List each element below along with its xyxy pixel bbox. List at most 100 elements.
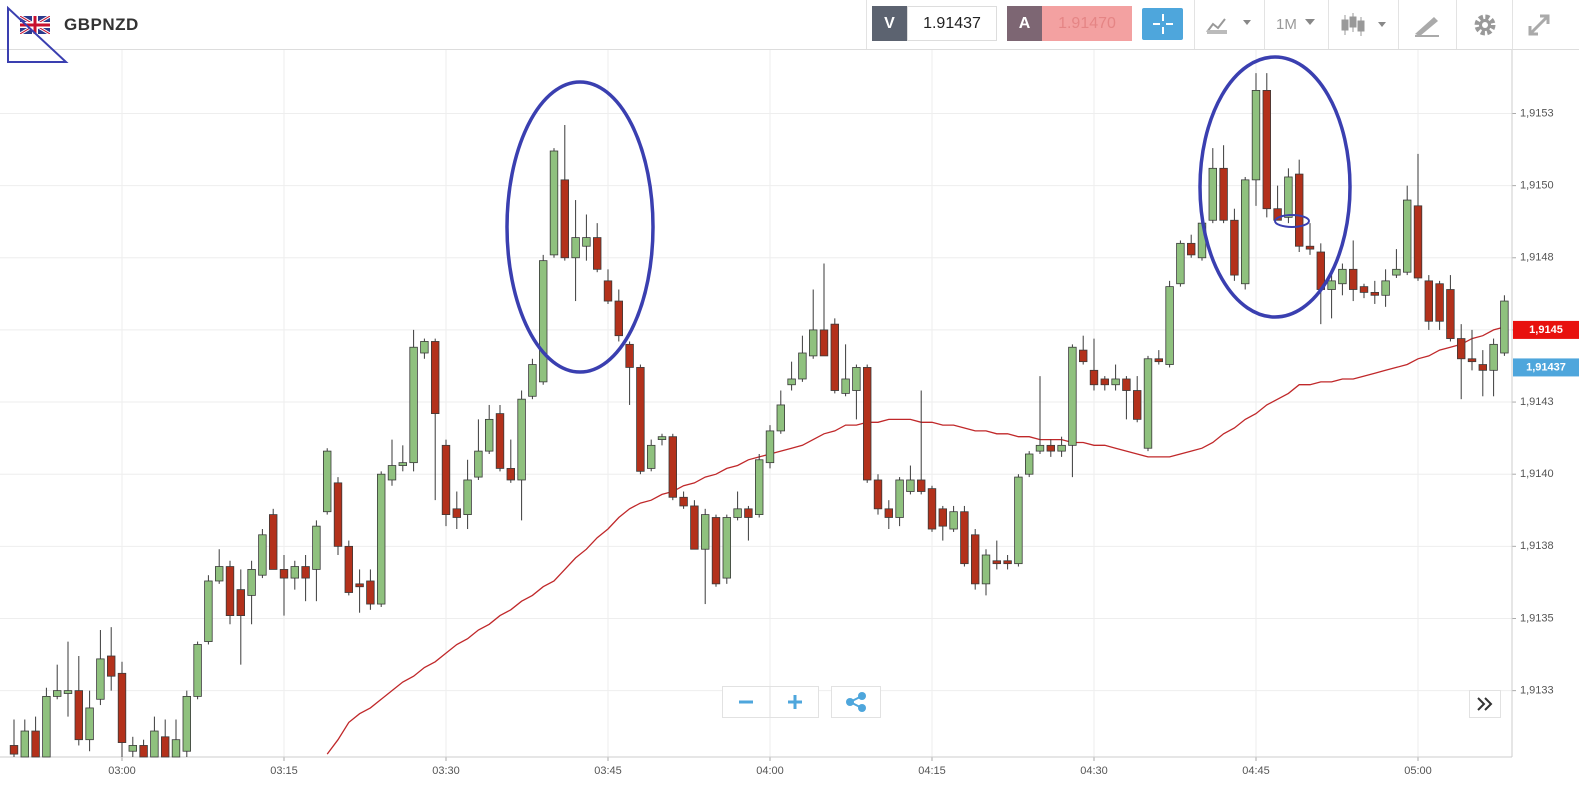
candle-body <box>668 436 677 498</box>
candle-body <box>366 580 375 605</box>
candle-body <box>722 517 731 579</box>
candle-body <box>398 462 407 466</box>
candle-body <box>647 444 656 469</box>
x-tick-label: 04:30 <box>1080 765 1108 777</box>
scroll-end-button[interactable] <box>1469 690 1501 718</box>
share-button[interactable] <box>831 686 881 718</box>
candle-body <box>20 730 29 758</box>
separator <box>866 0 867 49</box>
candle-body <box>107 655 116 677</box>
candle-body <box>636 367 645 472</box>
candle-body <box>506 468 515 481</box>
candle-body <box>657 436 667 440</box>
candle-body <box>355 583 364 588</box>
x-tick-label: 04:15 <box>918 765 946 777</box>
buy-price[interactable]: 1.91470 <box>1042 6 1132 41</box>
crosshair-icon <box>1152 14 1173 34</box>
candle-body <box>1338 268 1347 285</box>
candle-body <box>1014 476 1023 565</box>
candle-body <box>1122 378 1131 391</box>
candle-body <box>85 707 94 741</box>
candle-body <box>571 237 580 259</box>
candle-body <box>1251 90 1261 181</box>
candle-body <box>495 413 505 469</box>
candle-body <box>1079 349 1088 363</box>
y-tick-label: 1,9148 <box>1520 252 1554 264</box>
sell-button[interactable]: V <box>872 6 907 41</box>
candle-body <box>884 508 893 518</box>
y-tick-label: 1,9135 <box>1520 612 1554 624</box>
candle-body <box>1316 251 1325 290</box>
candle-body <box>139 745 148 758</box>
candle-body <box>268 514 278 570</box>
candle-body <box>441 444 451 516</box>
candle-body <box>787 378 796 386</box>
x-tick-label: 03:15 <box>270 765 298 777</box>
candle-body <box>1219 167 1228 221</box>
candle-body <box>841 378 850 394</box>
candle-body <box>171 739 181 758</box>
candle-body <box>1035 444 1045 452</box>
settings-icon[interactable] <box>1472 12 1498 38</box>
candle-body <box>1273 208 1282 221</box>
candle-body <box>1413 205 1423 279</box>
candle-body <box>1305 245 1315 250</box>
x-tick-label: 05:00 <box>1404 765 1432 777</box>
candle-body <box>128 745 137 752</box>
candle-body <box>819 329 829 357</box>
candle-body <box>74 690 83 741</box>
candle-body <box>614 300 623 337</box>
candle-body <box>1165 286 1174 365</box>
sell-price[interactable]: 1.91437 <box>907 6 997 41</box>
candle-body <box>376 473 386 605</box>
y-tick-label: 1,9153 <box>1520 107 1554 119</box>
x-tick-label: 03:30 <box>432 765 460 777</box>
candle-body <box>1241 179 1250 285</box>
candle-body <box>1359 286 1369 293</box>
candle-body <box>1467 358 1477 363</box>
candle-body <box>1003 560 1012 565</box>
candle-body <box>1187 242 1196 256</box>
candle-body <box>31 730 40 758</box>
candle-icon[interactable] <box>1340 12 1390 38</box>
chart-type-icon[interactable] <box>1205 14 1255 36</box>
timeframe[interactable]: 1M <box>1276 16 1297 33</box>
candle-body <box>917 479 926 492</box>
y-tick-label: 1,9143 <box>1520 396 1554 408</box>
candle-body <box>765 430 775 464</box>
candle-body <box>517 398 526 481</box>
candle-body <box>809 329 818 357</box>
candle-body <box>711 517 721 585</box>
candle-body <box>927 488 937 530</box>
candle-body <box>1403 199 1412 273</box>
candle-body <box>236 589 245 617</box>
fullscreen-icon[interactable] <box>1526 12 1552 38</box>
candle-body <box>560 179 569 259</box>
candle-body <box>949 511 958 530</box>
candle-body <box>1176 242 1185 285</box>
x-tick-label: 04:00 <box>756 765 784 777</box>
candle-body <box>42 696 51 758</box>
x-tick-label: 04:45 <box>1242 765 1270 777</box>
candle-body <box>387 465 397 481</box>
candle-body <box>160 736 170 758</box>
candle-body <box>798 352 807 380</box>
separator <box>1264 0 1265 49</box>
candle-body <box>204 580 213 642</box>
x-tick-label: 03:00 <box>108 765 136 777</box>
crosshair-button[interactable] <box>1142 8 1183 40</box>
draw-icon[interactable] <box>1412 12 1442 38</box>
candle-body <box>755 459 764 515</box>
price-tag-label: 1,91437 <box>1526 361 1566 373</box>
scroll-end-icon <box>1477 697 1493 711</box>
candle-body <box>117 672 127 743</box>
buy-button[interactable]: A <box>1007 6 1042 41</box>
candle-body <box>1349 268 1358 290</box>
zoom-icons[interactable] <box>723 687 818 717</box>
candle-body <box>214 566 224 582</box>
candle-body <box>992 560 1001 565</box>
candle-body <box>1424 280 1433 322</box>
candle-body <box>258 534 267 576</box>
candle-body <box>409 346 418 464</box>
candle-body <box>193 644 202 697</box>
